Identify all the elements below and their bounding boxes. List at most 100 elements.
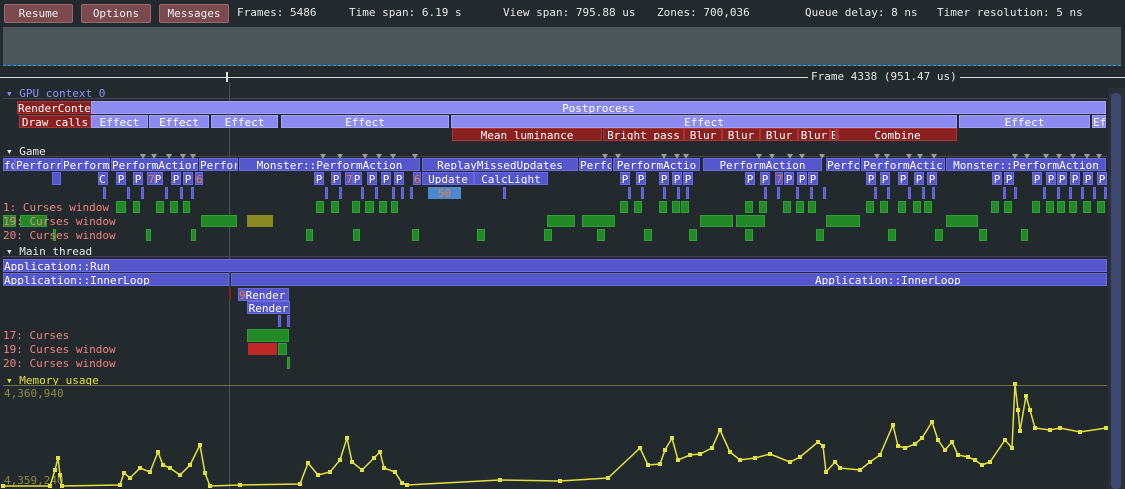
lock-region[interactable] xyxy=(924,201,932,213)
lock-region[interactable] xyxy=(745,201,753,213)
lock-region[interactable] xyxy=(547,215,575,227)
lock-region[interactable] xyxy=(1083,201,1091,213)
lock-region[interactable] xyxy=(700,215,733,227)
lock-region[interactable] xyxy=(1021,229,1028,241)
zone-p[interactable]: P xyxy=(1032,172,1042,185)
zone[interactable] xyxy=(1057,187,1060,199)
lock-label-17[interactable]: 17: Curses xyxy=(3,329,70,342)
lock-region[interactable] xyxy=(116,201,126,213)
lock-region[interactable] xyxy=(352,201,360,213)
gpu-zone-effect[interactable]: Ef xyxy=(1092,115,1106,128)
zone-p[interactable]: P xyxy=(314,172,324,185)
lock-region[interactable] xyxy=(816,229,824,241)
zone[interactable] xyxy=(375,187,378,199)
zone-p[interactable]: P xyxy=(797,172,807,185)
zone[interactable] xyxy=(628,187,631,199)
lock-region[interactable] xyxy=(898,201,906,213)
zone-perform-action[interactable]: Monster::PerformAction xyxy=(239,158,420,171)
zone-count[interactable]: 50 xyxy=(428,187,461,199)
zone[interactable] xyxy=(777,187,780,199)
zone-count[interactable]: 7 xyxy=(775,172,783,185)
zone[interactable] xyxy=(922,187,925,199)
gpu-zone-pass[interactable]: Blur xyxy=(798,128,830,141)
lock-region[interactable] xyxy=(379,201,387,213)
zone-p[interactable]: P xyxy=(352,172,362,185)
zone[interactable] xyxy=(127,187,130,199)
zone[interactable] xyxy=(641,187,644,199)
gpu-zone-postprocess[interactable]: Postprocess xyxy=(91,101,1106,114)
lock-region[interactable] xyxy=(306,229,313,241)
zone-perform-action[interactable]: Perform xyxy=(62,158,110,171)
lock-region[interactable] xyxy=(1004,201,1012,213)
gpu-zone-effect[interactable]: Effect xyxy=(959,115,1090,128)
zone-p[interactable]: P xyxy=(992,172,1002,185)
zone-inner-loop[interactable]: Application::InnerLoop xyxy=(3,273,229,286)
zone[interactable] xyxy=(1081,187,1084,199)
lock-label-19[interactable]: 19: Curses window xyxy=(3,215,116,228)
messages-button[interactable]: Messages xyxy=(159,4,229,23)
zone-p[interactable]: P xyxy=(914,172,924,185)
zone-p[interactable]: P xyxy=(808,172,818,185)
lock-region[interactable] xyxy=(888,229,896,241)
lock-region[interactable] xyxy=(946,215,978,227)
lock-region[interactable] xyxy=(979,229,987,241)
gpu-zone-effect[interactable]: Effect xyxy=(91,115,148,128)
zone-p[interactable]: P xyxy=(620,172,630,185)
lock-region[interactable] xyxy=(689,229,697,241)
lock-region[interactable] xyxy=(634,201,642,213)
zone-p[interactable]: P xyxy=(171,172,181,185)
zone-p[interactable]: P xyxy=(1070,172,1080,185)
lock-region[interactable] xyxy=(278,343,287,355)
gpu-zone-pass[interactable]: Blur xyxy=(722,128,760,141)
options-button[interactable]: Options xyxy=(81,4,151,23)
zone-p[interactable]: P xyxy=(1097,172,1107,185)
lock-region[interactable] xyxy=(808,201,816,213)
zone-p[interactable]: P xyxy=(866,172,876,185)
zone-calclight[interactable]: CalcLight xyxy=(474,172,548,185)
scrollbar-thumb[interactable] xyxy=(1111,93,1121,489)
zone-p[interactable]: P xyxy=(898,172,908,185)
zone-perform-action[interactable]: PerformAction xyxy=(703,158,822,171)
game-thread-header[interactable]: ▾ Game xyxy=(6,145,46,158)
lock-wait-region[interactable] xyxy=(247,215,273,227)
zone-perform-action[interactable]: PerformActior xyxy=(111,158,198,171)
zone[interactable] xyxy=(663,187,666,199)
zone-p[interactable]: P xyxy=(394,172,404,185)
zone-p[interactable]: P xyxy=(659,172,669,185)
zone-perform-action[interactable]: fo xyxy=(3,158,15,171)
main-thread-header[interactable]: ▾ Main thread xyxy=(6,245,92,258)
zone-p[interactable]: P xyxy=(1083,172,1093,185)
memory-plot-header[interactable]: ▾ Memory usage xyxy=(6,374,99,387)
lock-region[interactable] xyxy=(1097,201,1105,213)
lock-region[interactable] xyxy=(913,201,921,213)
lock-region[interactable] xyxy=(1046,201,1054,213)
lock-region[interactable] xyxy=(659,201,667,213)
lock-region[interactable] xyxy=(287,357,290,369)
zone-render[interactable]: Render xyxy=(247,301,290,314)
lock-region[interactable] xyxy=(133,201,140,213)
zone-perform-action[interactable]: PerformActic xyxy=(861,158,945,171)
zone[interactable] xyxy=(1104,187,1107,199)
gpu-zone-effect[interactable]: Effect xyxy=(451,115,957,128)
lock-region[interactable] xyxy=(156,201,164,213)
frame-graph[interactable] xyxy=(3,27,1121,66)
zone-inner-loop[interactable]: Application::InnerLoop xyxy=(231,273,1107,286)
zone-p[interactable]: P xyxy=(331,172,341,185)
gpu-zone-pass[interactable]: Blur xyxy=(836,128,838,141)
lock-contended-region[interactable] xyxy=(248,343,277,355)
zone[interactable] xyxy=(887,187,890,199)
gpu-zone-effect[interactable]: Effect xyxy=(211,115,278,128)
zone-p[interactable]: P xyxy=(784,172,794,185)
zone[interactable] xyxy=(1003,187,1006,199)
zone[interactable] xyxy=(823,187,826,199)
gpu-zone-pass[interactable]: Combine xyxy=(838,128,957,141)
lock-region[interactable] xyxy=(935,229,943,241)
zone[interactable] xyxy=(278,315,281,327)
zone[interactable] xyxy=(361,187,364,199)
zone-p[interactable]: P xyxy=(683,172,693,185)
zone[interactable] xyxy=(52,172,61,185)
gpu-zone-effect[interactable]: Effect xyxy=(281,115,449,128)
zone-application-run[interactable]: Application::Run xyxy=(3,259,1107,272)
zone-count[interactable]: 6 xyxy=(413,172,421,185)
zone[interactable] xyxy=(339,187,342,199)
